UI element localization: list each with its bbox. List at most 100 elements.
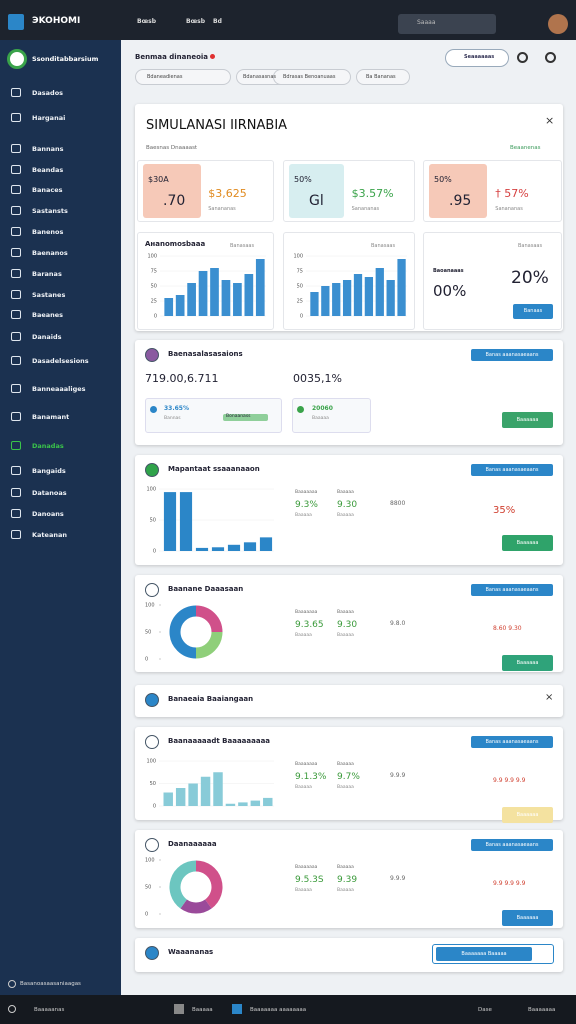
nav-item[interactable]: Danadas xyxy=(32,442,64,450)
button[interactable]: Banas aaanasaeaans xyxy=(471,584,553,596)
button[interactable]: Baaaaaa xyxy=(502,910,553,926)
sim-link[interactable]: Beaanenas xyxy=(510,145,541,151)
nav-item[interactable]: Sastanes xyxy=(32,291,66,299)
nav-icon[interactable] xyxy=(11,88,21,97)
button[interactable]: Baaaaaa xyxy=(502,535,553,551)
side-footer-icon[interactable] xyxy=(8,980,16,988)
nav-icon[interactable] xyxy=(11,509,21,518)
nav-icon[interactable] xyxy=(11,185,21,194)
nav-icon[interactable] xyxy=(11,269,21,278)
tray-item[interactable]: Dase xyxy=(478,1007,492,1013)
stat-sub: Baaaaa xyxy=(337,633,354,638)
nav-icon[interactable] xyxy=(11,165,21,174)
stat-label: Baaaaaaa xyxy=(295,490,318,495)
brand-icon[interactable] xyxy=(8,14,24,30)
menu-item[interactable]: Bœsb xyxy=(137,18,157,25)
y-tick-label: 50 xyxy=(145,630,151,636)
nav-icon[interactable] xyxy=(11,466,21,475)
nav-item[interactable]: Banenos xyxy=(32,228,64,236)
nav-item[interactable]: Dasadelsesions xyxy=(32,357,89,365)
chip[interactable] xyxy=(135,69,231,85)
task-start[interactable]: Baaaaanas xyxy=(34,1007,65,1013)
task-app[interactable]: Baaaaa xyxy=(192,1007,213,1013)
button[interactable]: Baaaaaaa Baaaaa xyxy=(436,947,532,961)
close[interactable]: × xyxy=(545,692,554,703)
button[interactable]: Banas aaanasaeaans xyxy=(471,349,553,361)
sidebar-header[interactable]: Ssonditabbarsium xyxy=(32,55,99,63)
brand[interactable]: ЭKOHOMI xyxy=(32,16,81,26)
button[interactable]: Baaaaaa xyxy=(502,807,553,823)
nav-item[interactable]: Baenanos xyxy=(32,249,68,257)
nav-icon[interactable] xyxy=(11,332,21,341)
icon[interactable] xyxy=(517,52,528,63)
nav-item[interactable]: Danaids xyxy=(32,333,62,341)
nav-item[interactable]: Baeanes xyxy=(32,311,64,319)
chart: 0 25 50 75 100 xyxy=(147,254,266,320)
app-icon[interactable] xyxy=(174,1004,184,1014)
app-icon[interactable] xyxy=(232,1004,242,1014)
nav-item[interactable]: Baranas xyxy=(32,270,62,278)
sidebar-footer[interactable]: Basanoasaasaniaagas xyxy=(20,981,81,987)
nav-icon[interactable] xyxy=(11,206,21,215)
nav-item[interactable]: Bangaids xyxy=(32,467,66,475)
chart: 0 50 100 xyxy=(146,487,274,555)
nav-icon[interactable] xyxy=(11,248,21,257)
dot xyxy=(150,406,157,413)
nav-item[interactable]: Kateanan xyxy=(32,531,67,539)
close[interactable]: × xyxy=(545,114,555,127)
nav-icon[interactable] xyxy=(11,530,21,539)
nav-item[interactable]: Sastansts xyxy=(32,207,68,215)
search-box[interactable] xyxy=(398,14,496,34)
card-title: Baanaaaaadt Baaaaaaaaa xyxy=(168,737,271,745)
menu-item[interactable]: Bd xyxy=(213,18,222,25)
nav-icon[interactable] xyxy=(11,356,21,365)
nav-icon[interactable] xyxy=(11,290,21,299)
button[interactable]: Banas aaanasaeaans xyxy=(471,464,553,476)
bar xyxy=(243,542,257,551)
tray-item[interactable]: Baaaaaaa xyxy=(528,1007,556,1013)
menu-item[interactable]: Bœsb xyxy=(186,18,206,25)
nav-item[interactable]: Danoans xyxy=(32,510,64,518)
bar xyxy=(386,280,395,316)
header-button-label[interactable]: Seaaaaaas xyxy=(464,54,495,60)
y-tick-label: 50 xyxy=(145,885,151,891)
chip[interactable] xyxy=(356,69,410,85)
search[interactable]: Saaaa xyxy=(417,19,436,26)
nav-icon[interactable] xyxy=(11,227,21,236)
chip-label[interactable]: Ba Bananas xyxy=(366,74,396,80)
chip-label[interactable]: Bdaneadienas xyxy=(147,74,183,80)
button[interactable]: Banaas xyxy=(513,304,553,319)
logo[interactable] xyxy=(7,49,27,69)
nav-icon[interactable] xyxy=(11,441,21,450)
button[interactable]: Baaaaaa xyxy=(502,655,553,671)
nav-item[interactable]: Banamant xyxy=(32,413,70,421)
button[interactable]: Banas aaanasaeaans xyxy=(471,736,553,748)
chip[interactable] xyxy=(273,69,351,85)
nav-item[interactable]: Bannans xyxy=(32,145,64,153)
task-app[interactable]: Baaaaaaa aaaaaaaa xyxy=(250,1007,307,1013)
avatar[interactable] xyxy=(548,14,568,34)
chip-label[interactable]: Bdrasas Benoanuaas xyxy=(283,74,336,80)
start-icon[interactable] xyxy=(8,1005,16,1013)
y-tick-label: 100 xyxy=(293,254,303,260)
header-button[interactable] xyxy=(445,49,509,67)
nav-icon[interactable] xyxy=(11,384,21,393)
stat-label: Baaaaa xyxy=(337,610,354,615)
chip-label[interactable]: Bdanasasnas xyxy=(243,74,277,80)
nav-icon[interactable] xyxy=(11,412,21,421)
nav-icon[interactable] xyxy=(11,488,21,497)
icon[interactable] xyxy=(545,52,556,63)
nav-item[interactable]: Banaces xyxy=(32,186,63,194)
sub-box xyxy=(292,398,371,433)
nav-item[interactable]: Harganai xyxy=(32,114,66,122)
nav-icon[interactable] xyxy=(11,113,21,122)
nav-icon[interactable] xyxy=(11,144,21,153)
nav-item[interactable]: Datanoas xyxy=(32,489,67,497)
nav-item[interactable]: Beandas xyxy=(32,166,64,174)
y-tick-label: 100 xyxy=(147,254,157,260)
button[interactable]: Banas aaanasaeaans xyxy=(471,839,553,851)
nav-item[interactable]: Banneaaaliges xyxy=(32,385,86,393)
button[interactable]: Baaaaaa xyxy=(502,412,553,428)
nav-item[interactable]: Dasados xyxy=(32,89,64,97)
nav-icon[interactable] xyxy=(11,310,21,319)
